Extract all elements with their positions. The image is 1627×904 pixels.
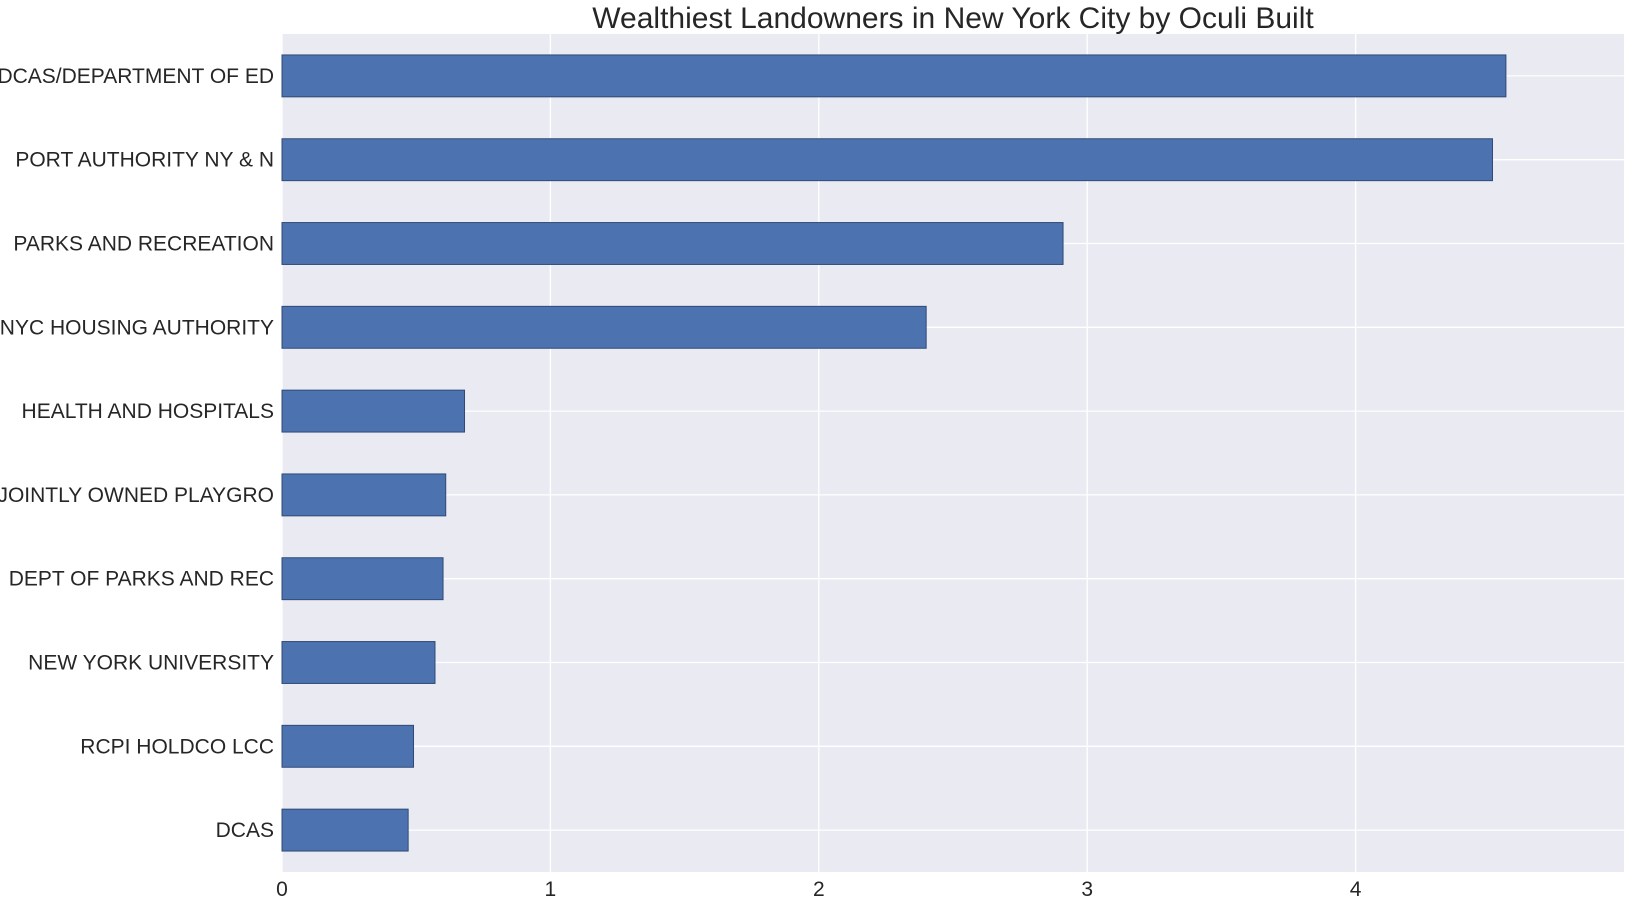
category-label: NYC HOUSING AUTHORITY [0, 316, 274, 339]
category-label: NEW YORK UNIVERSITY [28, 652, 274, 675]
bar [281, 473, 447, 517]
bar [281, 557, 444, 601]
x-tick-label: 4 [1350, 878, 1362, 901]
category-label: PORT AUTHORITY NY & N [15, 149, 274, 172]
bar [281, 724, 415, 768]
category-label: RCPI HOLDCO LCC [80, 735, 274, 758]
x-tick-label: 3 [1081, 878, 1093, 901]
x-tick-label: 2 [813, 878, 825, 901]
x-tick-label: 1 [545, 878, 557, 901]
bar [281, 389, 466, 433]
bars [281, 54, 1507, 852]
x-tick-labels: 0 1 2 3 4 [276, 878, 1362, 901]
category-label: HEALTH AND HOSPITALS [22, 400, 274, 423]
bar [281, 138, 1493, 182]
bar [281, 305, 927, 349]
bar [281, 808, 409, 852]
category-label: DEPT OF PARKS AND REC [9, 568, 274, 591]
category-label: DCAS/DEPARTMENT OF ED [0, 65, 274, 88]
bar [281, 54, 1507, 98]
category-label: JOINTLY OWNED PLAYGRO [0, 484, 274, 507]
category-labels: DCAS/DEPARTMENT OF ED PORT AUTHORITY NY &… [0, 65, 274, 842]
bar [281, 641, 436, 684]
chart-title: Wealthiest Landowners in New York City b… [592, 2, 1314, 35]
category-label: PARKS AND RECREATION [13, 233, 274, 256]
bar [281, 222, 1064, 265]
x-tick-label: 0 [276, 878, 288, 901]
category-label: DCAS [216, 819, 274, 842]
